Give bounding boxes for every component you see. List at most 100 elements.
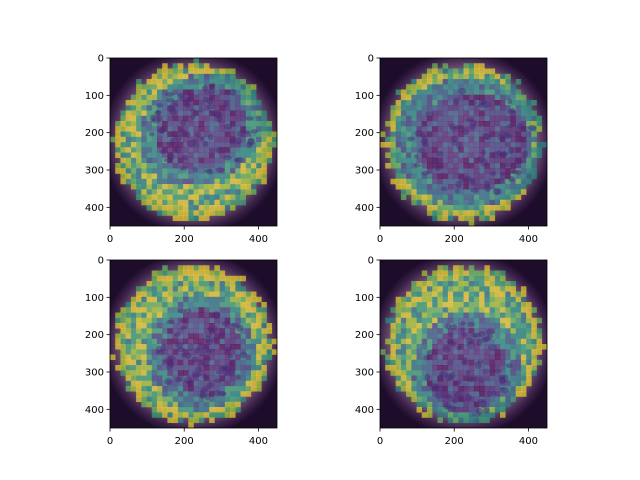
heatmap-cell bbox=[198, 210, 205, 216]
heatmap-cell bbox=[421, 73, 428, 80]
heatmap-cell bbox=[224, 333, 231, 340]
heatmap-cell bbox=[141, 163, 147, 169]
heatmap-cell bbox=[214, 380, 220, 387]
heatmap-cell bbox=[447, 94, 454, 101]
nucleus-blob bbox=[202, 361, 209, 368]
heatmap-cell bbox=[235, 401, 241, 408]
heatmap-cell bbox=[167, 380, 173, 387]
nucleus-blob bbox=[214, 378, 223, 383]
heatmap-cell bbox=[411, 359, 417, 366]
heatmap-cell bbox=[494, 121, 501, 127]
heatmap-cell bbox=[146, 189, 153, 195]
nucleus-blob bbox=[165, 91, 174, 97]
heatmap-cell bbox=[484, 354, 490, 361]
heatmap-cell bbox=[183, 173, 189, 180]
heatmap-cell bbox=[447, 328, 454, 334]
heatmap-cell bbox=[400, 370, 407, 376]
heatmap-cell bbox=[473, 412, 480, 418]
heatmap-cell bbox=[188, 270, 194, 277]
heatmap-cell bbox=[193, 178, 200, 185]
heatmap-cell bbox=[468, 184, 475, 190]
heatmap-cell bbox=[209, 312, 215, 319]
heatmap-cell bbox=[162, 396, 168, 403]
heatmap-cell bbox=[214, 344, 220, 350]
heatmap-cell bbox=[468, 94, 475, 101]
heatmap-cell bbox=[494, 79, 501, 85]
heatmap-cell bbox=[167, 110, 173, 117]
heatmap-cell bbox=[156, 407, 163, 413]
heatmap-cells bbox=[110, 265, 278, 429]
heatmap-cell bbox=[219, 115, 226, 122]
heatmap-cell bbox=[136, 302, 142, 308]
heatmap-cell bbox=[400, 157, 407, 164]
heatmap-cell bbox=[479, 354, 485, 361]
heatmap-cell bbox=[235, 105, 241, 111]
heatmap-cell bbox=[453, 296, 459, 303]
heatmap-cell bbox=[172, 215, 179, 222]
heatmap-cell bbox=[146, 344, 153, 350]
heatmap-cell bbox=[515, 380, 522, 387]
heatmap-cell bbox=[416, 354, 423, 361]
heatmap-cell bbox=[489, 275, 496, 282]
heatmap-cell bbox=[395, 323, 402, 329]
heatmap-cell bbox=[214, 407, 220, 413]
heatmap-cell bbox=[151, 296, 158, 303]
heatmap-cell bbox=[224, 412, 231, 418]
heatmap-cell bbox=[520, 110, 527, 117]
nucleus-blob bbox=[452, 397, 458, 404]
heatmap-cell bbox=[411, 328, 417, 334]
heatmap-cell bbox=[453, 205, 459, 211]
heatmap-cell bbox=[256, 178, 262, 185]
heatmap-cell bbox=[136, 307, 142, 313]
heatmap-cell bbox=[458, 79, 464, 85]
heatmap-cell bbox=[411, 100, 417, 106]
heatmap-cell bbox=[515, 115, 522, 122]
heatmap-cell bbox=[500, 270, 506, 277]
heatmap-cell bbox=[416, 157, 423, 164]
nucleus-blob bbox=[223, 155, 232, 161]
heatmap-cell bbox=[479, 312, 485, 319]
heatmap-cell bbox=[473, 386, 480, 392]
heatmap-cell bbox=[156, 359, 163, 366]
heatmap-cell bbox=[224, 163, 231, 169]
heatmap-cell bbox=[141, 370, 147, 376]
heatmap-cell bbox=[479, 281, 485, 287]
heatmap-cell bbox=[230, 338, 236, 345]
heatmap-cell bbox=[458, 270, 464, 277]
heatmap-cell bbox=[541, 142, 548, 148]
heatmap-cell bbox=[505, 323, 511, 329]
heatmap-cell bbox=[421, 178, 428, 185]
heatmap-cell bbox=[130, 100, 137, 106]
heatmap-cell bbox=[432, 391, 438, 397]
nucleus-blob bbox=[462, 127, 469, 136]
heatmap-cell bbox=[245, 136, 252, 143]
heatmap-cell bbox=[489, 142, 496, 148]
heatmap-cell bbox=[400, 338, 407, 345]
heatmap-cell bbox=[177, 152, 184, 159]
heatmap-cell bbox=[130, 317, 137, 324]
heatmap-cell bbox=[256, 370, 262, 376]
heatmap-cell bbox=[136, 338, 142, 345]
heatmap-cell bbox=[235, 100, 241, 106]
heatmap-cell bbox=[442, 312, 449, 319]
nuclei-texture bbox=[148, 82, 259, 175]
heatmap-cell bbox=[458, 317, 464, 324]
heatmap-cell bbox=[484, 194, 490, 201]
heatmap-cell bbox=[447, 386, 454, 392]
heatmap-cell bbox=[156, 338, 163, 345]
heatmap-cell bbox=[489, 401, 496, 408]
heatmap-cells bbox=[110, 58, 278, 222]
heatmap-cell bbox=[473, 375, 480, 382]
heatmap-cell bbox=[385, 359, 391, 366]
nucleus-blob bbox=[465, 118, 475, 122]
heatmap-cell bbox=[416, 323, 423, 329]
heatmap-cell bbox=[447, 275, 454, 282]
heatmap-cell bbox=[120, 344, 126, 350]
y-tick-label: 300 bbox=[85, 166, 104, 177]
nucleus-blob bbox=[199, 393, 207, 399]
heatmap-cell bbox=[458, 302, 464, 308]
heatmap-cell bbox=[500, 349, 506, 355]
heatmap-cell bbox=[484, 396, 490, 403]
heatmap-cell bbox=[468, 312, 475, 319]
heatmap-cell bbox=[520, 152, 527, 159]
